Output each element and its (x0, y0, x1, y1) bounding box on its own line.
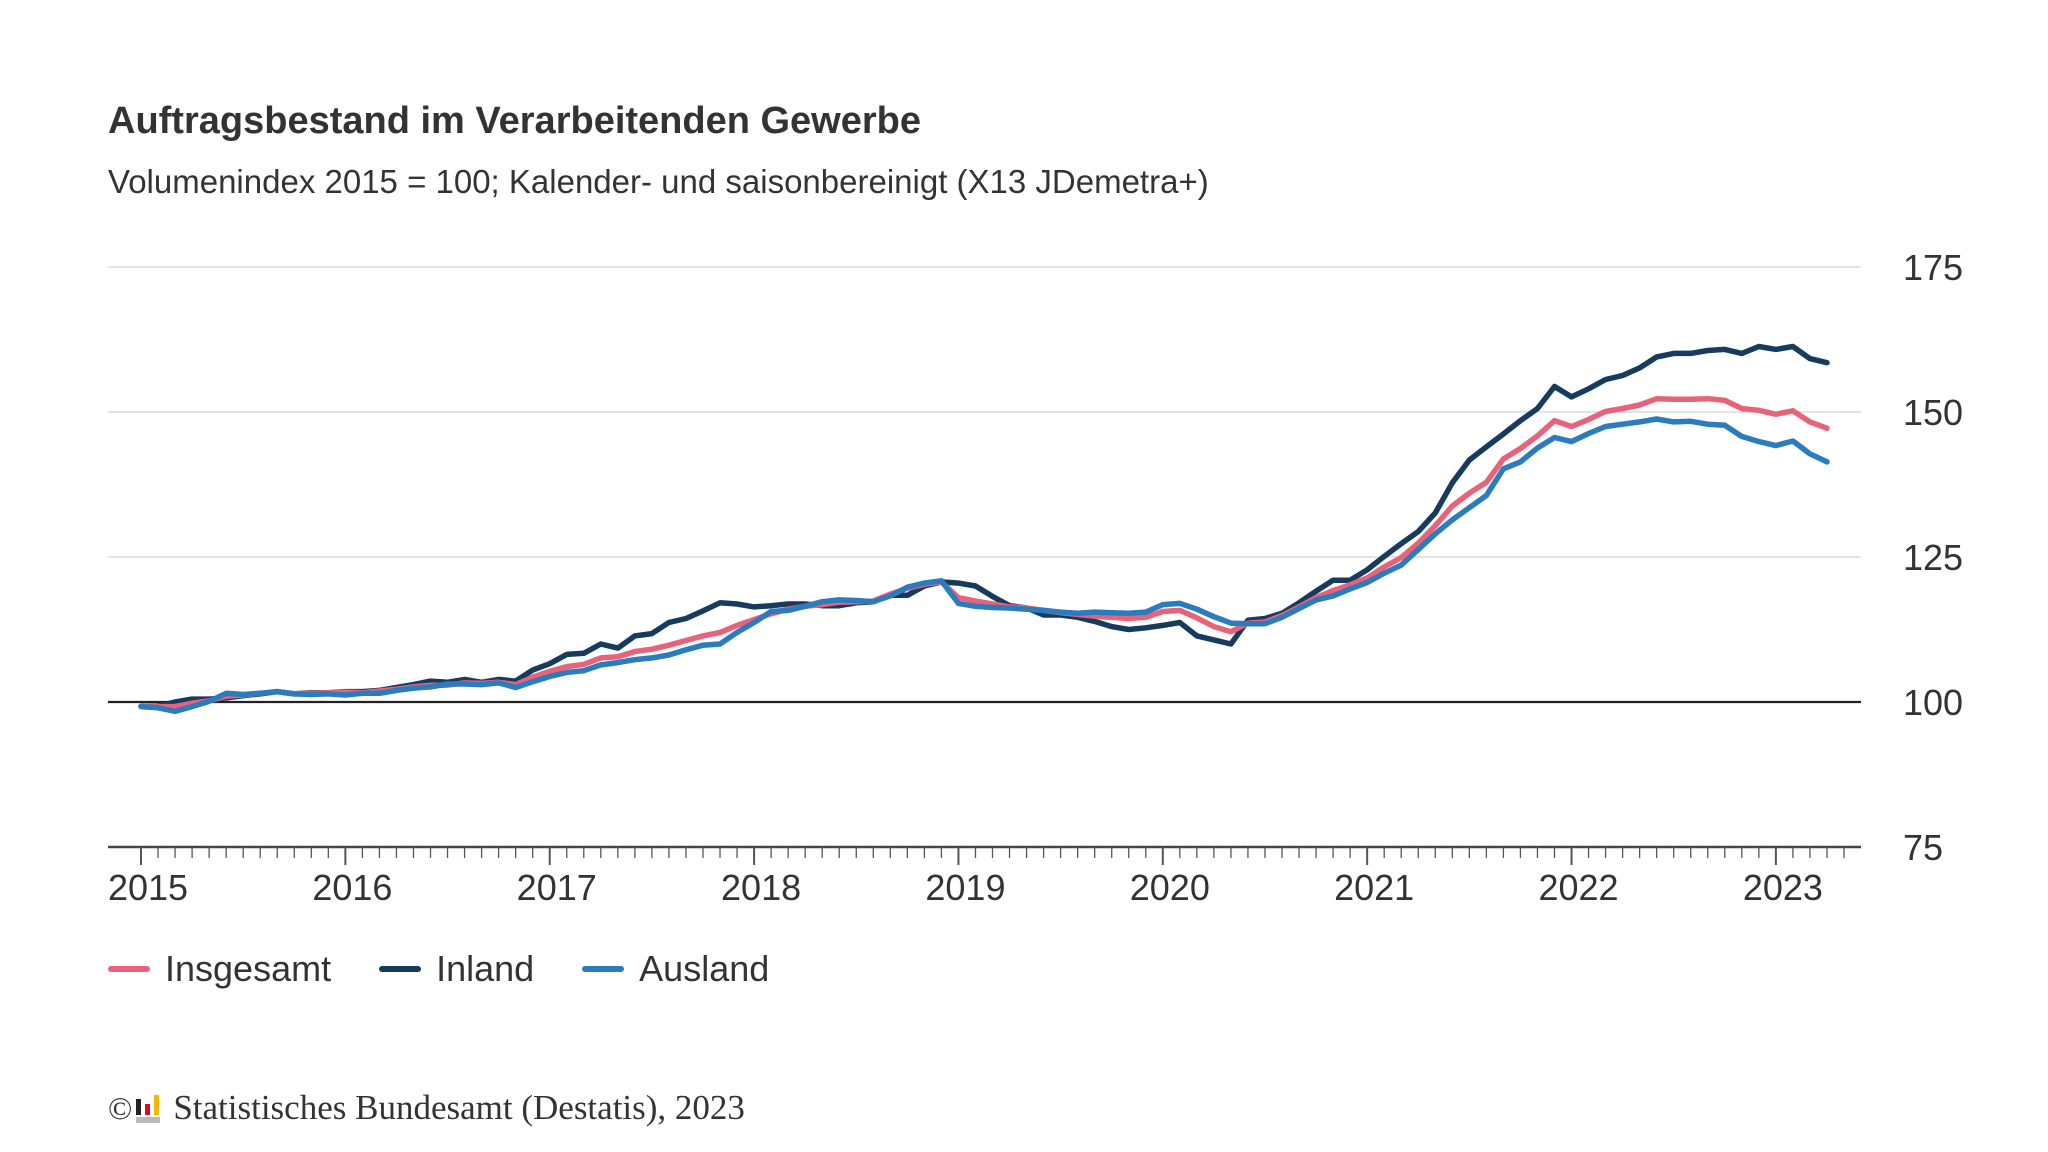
source-footer: © Statistisches Bundesamt (Destatis), 20… (108, 1088, 745, 1128)
chart-subtitle: Volumenindex 2015 = 100; Kalender- und s… (108, 163, 1209, 200)
x-tick-label: 2018 (721, 867, 801, 908)
x-tick-label: 2020 (1130, 867, 1210, 908)
y-tick-label: 175 (1903, 247, 1963, 288)
x-tick-label: 2019 (925, 867, 1005, 908)
legend-swatch (582, 966, 625, 972)
x-tick-label: 2021 (1334, 867, 1414, 908)
legend-label: Ausland (639, 948, 770, 989)
destatis-logo-icon (136, 1093, 164, 1123)
x-tick-label: 2017 (517, 867, 597, 908)
y-tick-label: 150 (1903, 392, 1963, 433)
chart-title: Auftragsbestand im Verarbeitenden Gewerb… (108, 100, 922, 142)
series-line-ausland (138, 416, 1830, 715)
y-axis-tick-labels: 75 100 125 150 175 (1903, 247, 1963, 868)
source-text: Statistisches Bundesamt (Destatis), 2023 (173, 1088, 745, 1127)
gridlines (108, 266, 1861, 704)
legend-swatch (108, 966, 150, 972)
series-lines (138, 343, 1830, 715)
x-axis: 2015 2016 2017 2018 2019 2020 2021 2022 2023 (108, 845, 1861, 908)
legend-label: Inland (436, 948, 535, 989)
y-tick-label: 125 (1903, 537, 1963, 578)
legend-item-inland[interactable]: Inland (379, 948, 534, 990)
series-line-inland (138, 343, 1830, 709)
legend-label: Insgesamt (165, 948, 332, 989)
y-tick-label: 100 (1903, 682, 1963, 723)
y-tick-label: 75 (1903, 827, 1943, 868)
legend-item-insgesamt[interactable]: Insgesamt (108, 948, 331, 990)
x-tick-label: 2015 (108, 867, 188, 908)
copyright-symbol: © (108, 1089, 133, 1126)
x-tick-label: 2023 (1743, 867, 1823, 908)
x-tick-label: 2022 (1538, 867, 1618, 908)
legend: Insgesamt Inland Ausland (108, 948, 817, 990)
series-line-insgesamt (138, 395, 1830, 710)
legend-item-ausland[interactable]: Ausland (582, 948, 769, 990)
legend-swatch (379, 966, 422, 972)
x-tick-label: 2016 (312, 867, 392, 908)
